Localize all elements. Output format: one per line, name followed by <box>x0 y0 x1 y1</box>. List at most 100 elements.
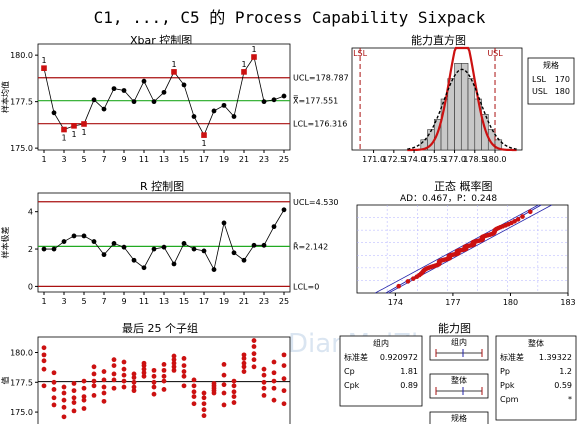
probplot-point <box>396 283 402 289</box>
last25-point <box>231 383 237 389</box>
last25-point <box>121 378 127 384</box>
last25-point <box>51 387 57 392</box>
probplot-point <box>527 209 533 215</box>
r-point <box>161 244 167 250</box>
last25-point <box>221 390 227 396</box>
last25-point <box>201 390 207 396</box>
xbar-xtick-label: 21 <box>239 155 249 164</box>
last25-point <box>201 407 207 413</box>
last25-point <box>191 394 197 399</box>
xbar-lcl-label: LCL=176.316 <box>293 120 347 129</box>
within-row-label: Cpk <box>344 381 360 390</box>
probplot-chart: 174 177 180 183 <box>356 204 576 307</box>
spec-row-label: LSL <box>532 75 547 84</box>
last25-point <box>281 388 287 394</box>
last25-point <box>71 388 77 394</box>
last25-point <box>111 377 117 383</box>
r-point <box>51 246 57 252</box>
last25-point <box>181 383 187 389</box>
last25-point <box>171 360 177 366</box>
last25-point <box>131 384 137 390</box>
xbar-ylabel: 样本均值 <box>0 81 10 113</box>
xbar-point-out <box>71 123 77 129</box>
r-xtick-label: 25 <box>279 297 289 306</box>
last25-point <box>111 385 117 391</box>
last25-point <box>281 401 287 407</box>
mini-within-box <box>429 335 489 361</box>
probplot-xtick-label: 180 <box>503 298 518 307</box>
last25-point <box>101 398 107 404</box>
r-xtick-label: 19 <box>219 297 229 306</box>
last25-point <box>201 401 207 407</box>
overall-box-header: 整体 <box>528 338 544 348</box>
xbar-point <box>231 114 237 119</box>
last25-point <box>221 382 227 388</box>
xbar-point <box>141 78 147 84</box>
xbar-point <box>221 102 227 108</box>
last25-point <box>161 367 167 373</box>
last25-point <box>121 372 127 378</box>
xbar-point-out <box>251 54 257 60</box>
r-lcl-label: LCL=0 <box>293 282 319 291</box>
last25-point <box>131 379 137 385</box>
r-point <box>241 257 247 263</box>
r-point <box>271 224 277 230</box>
r-chart-title: R 控制图 <box>140 180 185 193</box>
last25-point <box>241 369 247 374</box>
overall-row-label: Ppk <box>500 381 515 390</box>
last25-point <box>71 408 77 414</box>
xbar-xtick-label: 7 <box>101 155 106 164</box>
mini-within-label: 组内 <box>451 337 467 347</box>
histogram-usl-label: USL <box>487 49 503 58</box>
xbar-point <box>281 93 287 99</box>
last25-point <box>161 378 167 384</box>
last25-point <box>81 394 87 399</box>
histogram-title: 能力直方图 <box>411 34 466 47</box>
last25-point <box>61 404 67 410</box>
spec-row-label: USL <box>532 87 548 96</box>
spec-box <box>527 57 575 105</box>
last25-point <box>61 384 67 390</box>
histogram-xtick-label: 175.5 <box>423 155 446 164</box>
xbar-point-label: 1 <box>171 60 176 69</box>
last25-point <box>231 400 237 405</box>
xbar-xtick-label: 19 <box>219 155 229 164</box>
last25-point <box>211 388 217 394</box>
last25-point <box>231 378 237 384</box>
last25-point <box>71 381 77 386</box>
xbar-xtick-label: 3 <box>61 155 66 164</box>
last25-point <box>261 366 267 372</box>
last25-point <box>281 352 287 358</box>
last25-point <box>51 370 57 376</box>
last25-point <box>181 356 187 361</box>
r-point <box>151 246 157 252</box>
last25-point <box>251 344 257 349</box>
overall-box <box>495 335 577 421</box>
last25-point <box>221 372 227 378</box>
r-point <box>211 267 217 272</box>
last25-point <box>231 394 237 399</box>
last25-point <box>131 371 137 377</box>
overall-row-value: 1.2 <box>559 367 572 376</box>
probplot-xtick-label: 174 <box>388 298 403 307</box>
r-center-label: R̄=2.142 <box>293 241 328 251</box>
last25-point <box>231 389 237 395</box>
r-xtick-label: 3 <box>61 297 66 306</box>
xbar-point <box>211 108 217 114</box>
histogram-bar <box>467 78 476 151</box>
r-point <box>81 233 87 239</box>
histogram-bar <box>460 62 469 151</box>
histogram-xtick-label: 177.0 <box>443 155 466 164</box>
xbar-point <box>121 88 127 93</box>
r-xtick-label: 9 <box>121 297 126 306</box>
r-xtick-label: 15 <box>179 297 189 306</box>
within-row-label: 标准差 <box>344 352 368 362</box>
xbar-point-label: 1 <box>81 128 86 137</box>
last25-point <box>251 351 257 357</box>
r-point <box>141 265 147 271</box>
r-xtick-label: 21 <box>239 297 249 306</box>
last25-point <box>121 366 127 372</box>
xbar-point <box>161 89 167 95</box>
probplot-point <box>405 279 411 284</box>
